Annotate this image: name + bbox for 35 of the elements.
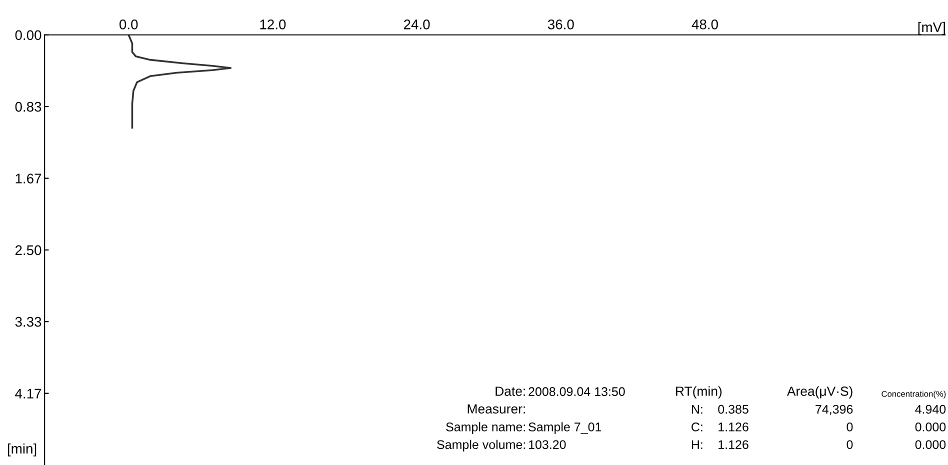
annotation: Date: [496, 386, 525, 396]
annotation: 0.000 [915, 422, 946, 432]
y-tick-label: 0.83 [15, 102, 42, 112]
annotation: 2008.09.04 13:50 [528, 387, 625, 396]
x-tick-label: 48.0 [692, 20, 718, 30]
annotation: Measurer: [468, 404, 525, 414]
annotation: RT(min) [676, 386, 722, 398]
annotation: 0 [846, 422, 853, 432]
annotation: 103.20 [528, 440, 566, 450]
annotation: 1.126 [718, 440, 748, 450]
y-tick-label: 1.67 [16, 174, 42, 184]
x-tick-label: 12.0 [260, 20, 286, 30]
annotation: 0 [846, 440, 853, 450]
y-axis-title: [min] [8, 443, 36, 456]
x-tick-label: 36.0 [548, 20, 574, 30]
x-tick-label: 24.0 [404, 20, 430, 30]
y-tick-label: 4.17 [15, 388, 42, 398]
annotation: C: [692, 422, 702, 432]
annotation: Sample name: [446, 422, 526, 434]
annotation: Sample volume: [437, 440, 526, 452]
annotation: 1.126 [718, 422, 748, 432]
annotation: Sample 7_01 [528, 422, 602, 434]
annotation: Concentration(%) [882, 390, 946, 398]
y-tick-label: 2.50 [15, 245, 42, 256]
annotation: H: [692, 440, 702, 449]
annotation: N: [692, 404, 702, 414]
annotation: Area(μV·S) [786, 386, 852, 398]
annotation: 0.000 [915, 440, 946, 450]
x-axis-title: [mV] [918, 22, 945, 35]
y-tick-label: 3.33 [15, 316, 42, 327]
annotation: 0.385 [718, 404, 748, 414]
y-tick-label: 0.00 [15, 30, 42, 40]
annotation: 74,396 [816, 404, 853, 416]
x-tick-label: 0.0 [120, 20, 138, 30]
annotation: 4.940 [915, 404, 946, 414]
